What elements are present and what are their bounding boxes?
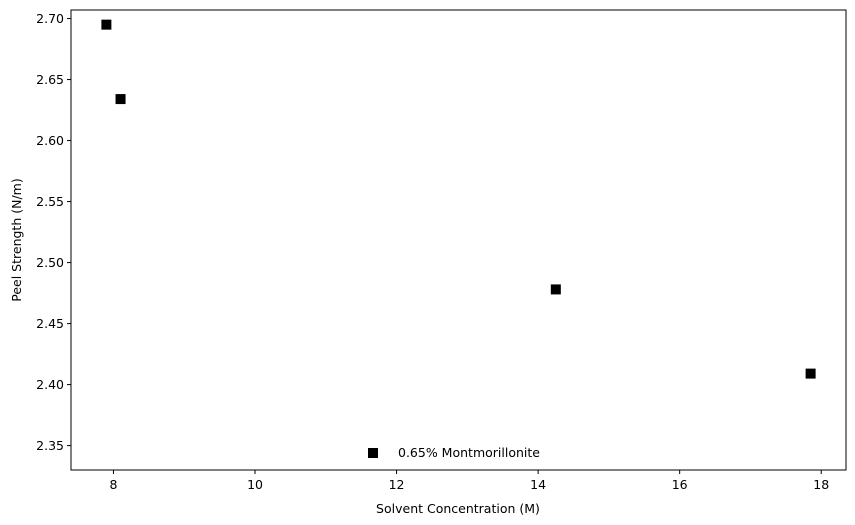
y-tick-label: 2.50 — [36, 255, 64, 270]
x-axis: 8 10 12 14 16 18 — [109, 470, 829, 492]
x-tick-label: 18 — [813, 477, 829, 492]
x-tick-label: 8 — [109, 477, 117, 492]
y-tick-label: 2.35 — [36, 438, 64, 453]
data-point — [115, 94, 126, 105]
x-tick-label: 12 — [389, 477, 405, 492]
x-tick-label: 16 — [672, 477, 688, 492]
y-tick-label: 2.45 — [36, 316, 64, 331]
y-axis: 2.35 2.40 2.45 2.50 2.55 2.60 2.65 2.70 — [36, 11, 71, 453]
x-axis-label: Solvent Concentration (M) — [376, 501, 540, 516]
y-axis-label: Peel Strength (N/m) — [9, 178, 24, 301]
data-point — [550, 284, 561, 295]
data-point — [101, 19, 112, 30]
x-tick-label: 10 — [247, 477, 263, 492]
x-tick-label: 14 — [530, 477, 546, 492]
legend: 0.65% Montmorillonite — [368, 445, 540, 460]
y-tick-label: 2.60 — [36, 133, 64, 148]
data-points — [101, 19, 816, 379]
y-tick-label: 2.55 — [36, 194, 64, 209]
data-point — [805, 368, 816, 379]
legend-label: 0.65% Montmorillonite — [398, 445, 540, 460]
y-tick-label: 2.70 — [36, 11, 64, 26]
y-tick-label: 2.40 — [36, 377, 64, 392]
legend-marker — [368, 448, 378, 458]
y-tick-label: 2.65 — [36, 72, 64, 87]
plot-area — [70, 9, 847, 471]
